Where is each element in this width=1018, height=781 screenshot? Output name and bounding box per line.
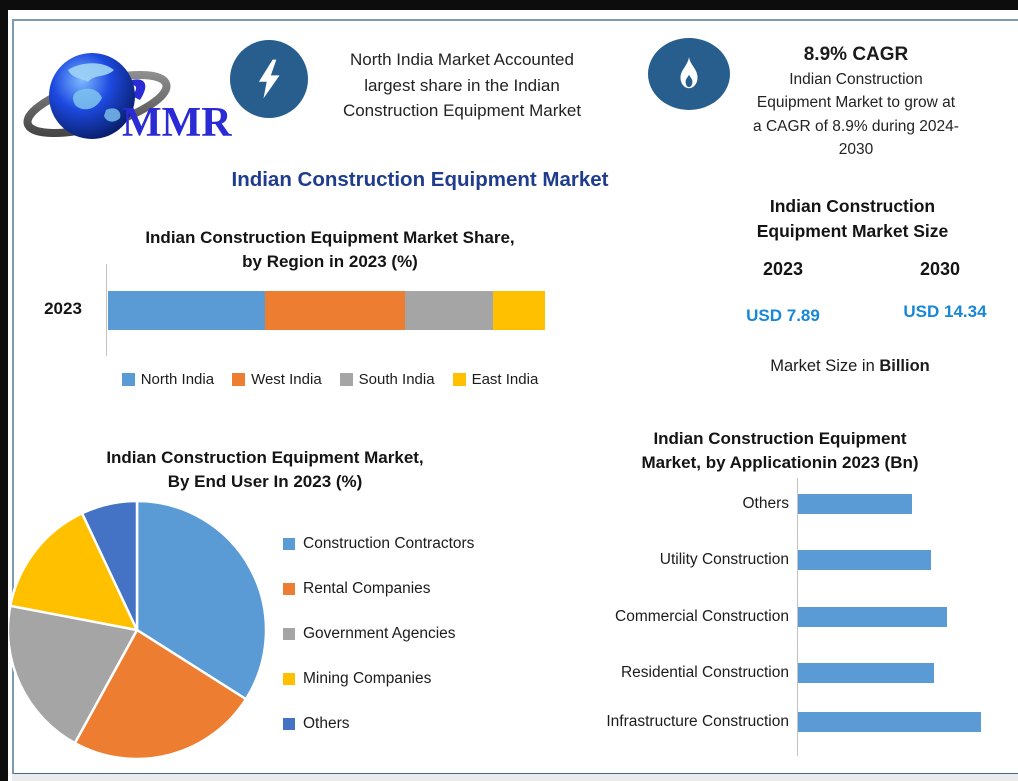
region-chart-year-label: 2023 xyxy=(44,299,82,318)
application-label-residential-construction: Residential Construction xyxy=(620,663,789,681)
legend-label: Construction Contractors xyxy=(303,535,475,552)
region-legend-item-north-india: North India xyxy=(121,371,215,388)
legend-label: Government Agencies xyxy=(303,625,456,642)
enduser-legend-item-others: Others xyxy=(283,712,474,736)
application-bar-infrastructure-construction xyxy=(798,712,981,732)
page-title: Indian Construction Equipment Market xyxy=(231,168,609,191)
application-label-utility-construction: Utility Construction xyxy=(659,550,789,568)
legend-swatch-icon xyxy=(121,373,135,386)
cagr-headline: 8.9% CAGR xyxy=(803,44,909,65)
pie-slice-mining-companies xyxy=(9,512,139,632)
flame-icon xyxy=(680,57,698,89)
legend-swatch-icon xyxy=(452,373,466,386)
legend-swatch-icon xyxy=(283,538,295,550)
enduser-legend-item-mining-companies: Mining Companies xyxy=(283,667,474,691)
application-bar-residential-construction xyxy=(798,663,934,683)
region-legend-item-east-india: East India xyxy=(452,371,539,388)
north-india-highlight: North India Market Accounted largest shar… xyxy=(342,50,582,120)
application-bar-utility-construction xyxy=(798,550,931,570)
region-segment-east-india xyxy=(492,291,545,330)
legend-label: Rental Companies xyxy=(303,580,431,597)
application-bar-commercial-construction xyxy=(798,607,947,627)
legend-label: Others xyxy=(303,715,350,732)
legend-swatch-icon xyxy=(339,373,353,386)
legend-label: Mining Companies xyxy=(303,670,432,687)
cagr-text: Indian Construction Equipment Market to g… xyxy=(753,71,959,158)
region-chart-title: Indian Construction Equipment Market Sha… xyxy=(145,228,515,272)
enduser-legend: Construction Contractors Rental Companies… xyxy=(283,532,474,736)
legend-swatch-icon xyxy=(283,673,295,685)
left-black-band xyxy=(0,0,8,781)
application-chart-axis xyxy=(797,478,798,756)
region-segment-north-india xyxy=(108,291,266,330)
mmr-logo-text: MMR xyxy=(122,100,232,146)
application-label-commercial-construction: Commercial Construction xyxy=(615,607,789,625)
enduser-legend-item-rental-companies: Rental Companies xyxy=(283,577,474,601)
enduser-chart-title: Indian Construction Equipment Market, By … xyxy=(106,448,424,492)
application-label-infrastructure-construction: Infrastructure Construction xyxy=(606,712,789,730)
region-legend-item-west-india: West India xyxy=(232,371,322,388)
region-segment-south-india xyxy=(405,291,493,330)
market-size-note: Market Size in Billion xyxy=(725,357,975,376)
market-size-value-2023: USD 7.89 xyxy=(746,306,820,325)
market-size-year-2023: 2023 xyxy=(762,259,804,279)
mmr-logo: MMR xyxy=(22,48,232,153)
legend-swatch-icon xyxy=(232,373,246,386)
application-chart-title: Indian Construction Equipment Market, by … xyxy=(641,429,919,473)
market-size-title: Indian Construction Equipment Market Size xyxy=(756,196,949,241)
legend-swatch-icon xyxy=(283,583,295,595)
legend-swatch-icon xyxy=(283,718,295,730)
pie-slice-rental-companies xyxy=(73,628,248,761)
legend-label: South India xyxy=(358,371,435,388)
application-label-others: Others xyxy=(742,494,789,512)
market-size-value-2030: USD 14.34 xyxy=(903,302,987,321)
enduser-legend-item-government-agencies: Government Agencies xyxy=(283,622,474,646)
flame-badge xyxy=(648,38,730,110)
region-legend-item-south-india: South India xyxy=(339,371,435,388)
market-size-year-2030: 2030 xyxy=(919,259,961,279)
region-segment-west-india xyxy=(265,291,406,330)
application-bar-others xyxy=(798,494,912,514)
region-chart-axis xyxy=(106,264,107,356)
enduser-pie-svg xyxy=(6,499,268,761)
market-size-note-prefix: Market Size in xyxy=(770,357,880,375)
legend-label: East India xyxy=(471,371,539,388)
globe-icon: MMR xyxy=(23,53,232,146)
legend-swatch-icon xyxy=(283,628,295,640)
frame-bottom-margin xyxy=(12,774,1018,781)
market-size-note-unit: Billion xyxy=(879,357,930,375)
cagr-highlight: 8.9% CAGR Indian Construction Equipment M… xyxy=(722,44,990,161)
bolt-badge xyxy=(230,40,308,118)
enduser-legend-item-construction-contractors: Construction Contractors xyxy=(283,532,474,556)
pie-slice-government-agencies xyxy=(6,604,139,745)
legend-label: West India xyxy=(251,371,322,388)
lightning-bolt-icon xyxy=(258,59,280,99)
pie-slice-others xyxy=(80,499,139,632)
top-black-band xyxy=(0,0,1018,10)
legend-label: North India xyxy=(140,371,215,388)
region-bar xyxy=(108,291,545,330)
region-legend: North India West India South India East Ind… xyxy=(60,371,600,388)
